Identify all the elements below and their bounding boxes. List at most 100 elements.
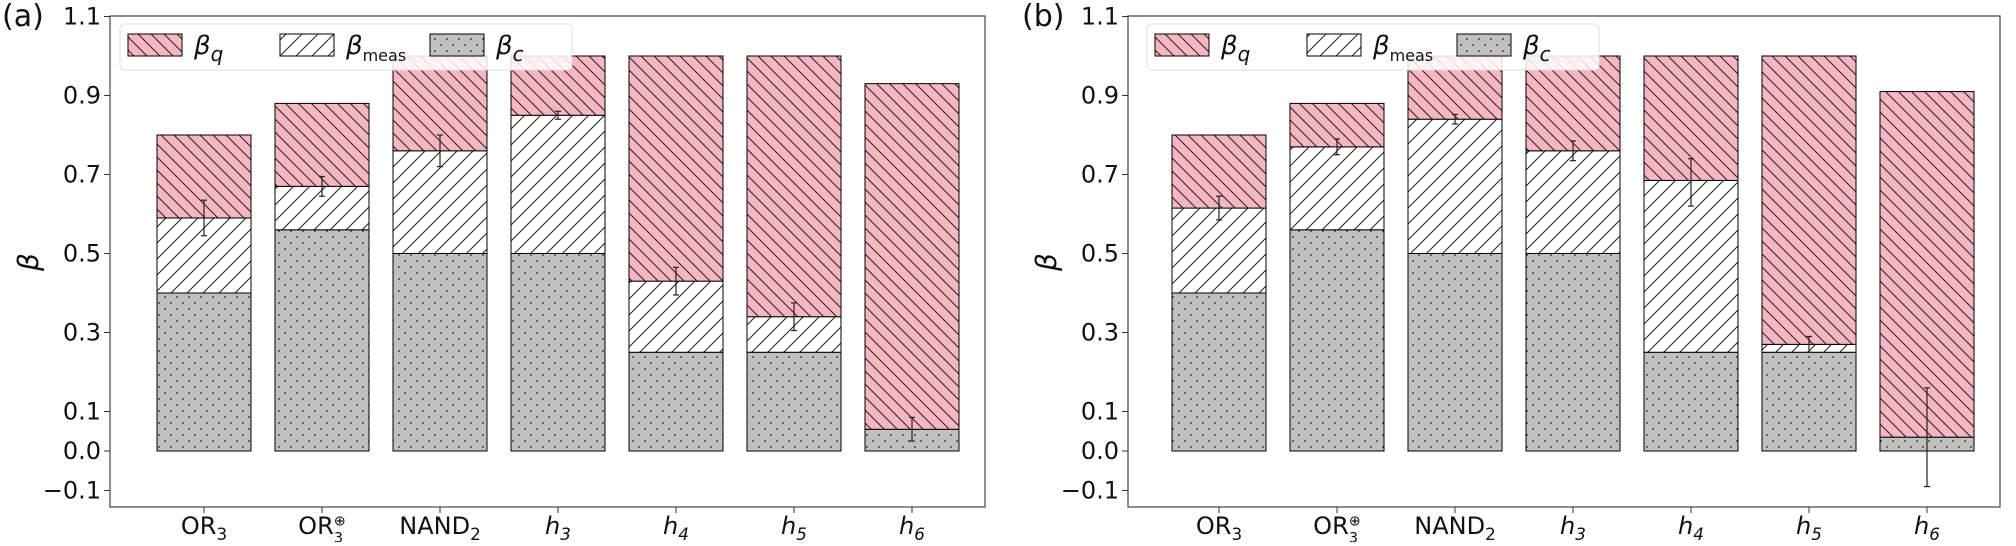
x-tick-label-sub: 5 <box>796 524 807 542</box>
bar-segment-c <box>1643 351 1739 452</box>
x-tick-label-base: h <box>1678 512 1693 540</box>
x-tick-label-base: OR <box>298 512 334 540</box>
bar-segment-meas <box>510 114 606 254</box>
y-tick-label: 0.5 <box>63 240 101 268</box>
x-tick-label: h6 <box>1914 512 1940 542</box>
x-tick-label-sub: 3 <box>560 524 571 542</box>
bar-segment-meas <box>1289 146 1385 231</box>
x-tick-label: h6 <box>899 512 925 542</box>
bar-segment-meas <box>156 217 252 294</box>
x-tick-label-sub: 4 <box>1693 524 1704 542</box>
y-tick-label: 0.3 <box>63 319 101 347</box>
y-tick-label: 0.0 <box>63 437 101 465</box>
x-tick-label-base: OR <box>181 512 217 540</box>
x-tick-label-sub: 2 <box>470 524 481 542</box>
bar-segment-c <box>1761 351 1857 452</box>
x-tick-label: OR⊕ 3 <box>298 512 346 542</box>
y-tick-label: 0.7 <box>1081 161 1119 189</box>
legend-label-sub: c <box>513 42 524 66</box>
y-tick-label: 1.1 <box>1081 3 1119 31</box>
x-tick-label: h5 <box>781 512 807 542</box>
x-tick-label-sub: 3 <box>1575 524 1586 542</box>
x-tick-label-base: NAND <box>399 512 470 540</box>
legend-label-q: βq <box>193 31 223 66</box>
x-tick-label: OR3 <box>181 512 227 542</box>
bar-segment-c <box>392 253 488 452</box>
legend-label-sub: c <box>1540 42 1551 66</box>
x-tick-label: h3 <box>545 512 571 542</box>
bar-segment-meas <box>1525 150 1621 254</box>
x-tick-label-base: OR <box>1196 512 1232 540</box>
x-tick-label: NAND2 <box>1414 512 1496 542</box>
x-tick-label: h5 <box>1796 512 1822 542</box>
y-tick-label: 0.7 <box>63 161 101 189</box>
x-tick-label: h4 <box>663 512 689 542</box>
bar-segment-c <box>746 351 842 452</box>
axes-frame <box>1127 15 2001 508</box>
x-tick-label-sub: 6 <box>1929 524 1940 542</box>
legend-label-meas: βmeas <box>345 31 406 65</box>
bar-segment-q <box>1525 55 1621 152</box>
legend-label-base: β <box>1220 31 1238 61</box>
axes-frame <box>109 15 986 508</box>
y-tick-label: −0.1 <box>1061 477 1119 505</box>
bar-segment-c <box>1171 292 1267 452</box>
legend: βq βmeas βc <box>119 23 573 71</box>
panel-label: (b) <box>1022 0 1064 34</box>
y-axis-label: β <box>1030 253 1063 272</box>
y-tick-label: 0.9 <box>63 82 101 110</box>
x-tick-label-base: h <box>899 512 914 540</box>
bar-segment-c <box>628 351 724 452</box>
y-tick-label: 1.1 <box>63 3 101 31</box>
panel-label: (a) <box>2 0 44 34</box>
bar-segment-meas <box>1407 118 1503 254</box>
legend-label-c: βc <box>495 31 524 66</box>
x-tick-label: NAND2 <box>399 512 481 542</box>
x-tick-label-base: h <box>1560 512 1575 540</box>
legend-swatch-meas <box>1306 33 1362 57</box>
legend-label-base: β <box>193 31 211 61</box>
bar-segment-meas <box>392 150 488 254</box>
x-tick-label-sub: 2 <box>1485 524 1496 542</box>
bar-segment-meas <box>1171 207 1267 294</box>
x-tick-label: OR⊕ 3 <box>1313 512 1361 542</box>
bar-segment-q <box>628 55 724 282</box>
legend-label-sub: meas <box>363 46 407 65</box>
x-tick-label-base: NAND <box>1414 512 1485 540</box>
y-axis-label: β <box>12 253 45 272</box>
legend-swatch-q <box>1154 33 1210 57</box>
bar-segment-c <box>1525 253 1621 452</box>
y-tick-label: 0.1 <box>1081 398 1119 426</box>
legend-swatch-c <box>429 33 485 57</box>
x-tick-label-sub: 5 <box>1811 524 1822 542</box>
y-tick-label: 0.5 <box>1081 240 1119 268</box>
legend-label-base: β <box>1522 31 1540 61</box>
x-tick-label-sub: 4 <box>678 524 689 542</box>
x-tick-label-base: h <box>781 512 796 540</box>
x-tick-label-base: h <box>663 512 678 540</box>
legend-label-sub: q <box>1238 42 1251 66</box>
x-tick-label-base: h <box>1914 512 1929 540</box>
legend-label-q: βq <box>1220 31 1250 66</box>
legend-label-sub: q <box>211 42 224 66</box>
bar-segment-q <box>746 55 842 318</box>
legend-label-base: β <box>1372 31 1390 61</box>
y-tick-label: 0.0 <box>1081 437 1119 465</box>
x-tick-label-sub: 3 <box>1349 530 1358 542</box>
x-tick-label-sub: 6 <box>914 524 925 542</box>
bar-segment-c <box>510 253 606 452</box>
bar-segment-q <box>864 83 960 430</box>
x-tick-label-base: OR <box>1313 512 1349 540</box>
x-tick-label-sub: 3 <box>334 530 343 542</box>
x-tick-label-base: h <box>1796 512 1811 540</box>
bar-segment-c <box>1289 229 1385 452</box>
x-tick-label-base: h <box>545 512 560 540</box>
x-tick-label: h3 <box>1560 512 1586 542</box>
bar-segment-q <box>1879 91 1975 438</box>
legend-swatch-meas <box>279 33 335 57</box>
legend-label-sub: meas <box>1390 46 1434 65</box>
x-tick-label: h4 <box>1678 512 1704 542</box>
x-tick-label-sup: ⊕ <box>1349 514 1361 530</box>
bar-segment-c <box>156 292 252 452</box>
